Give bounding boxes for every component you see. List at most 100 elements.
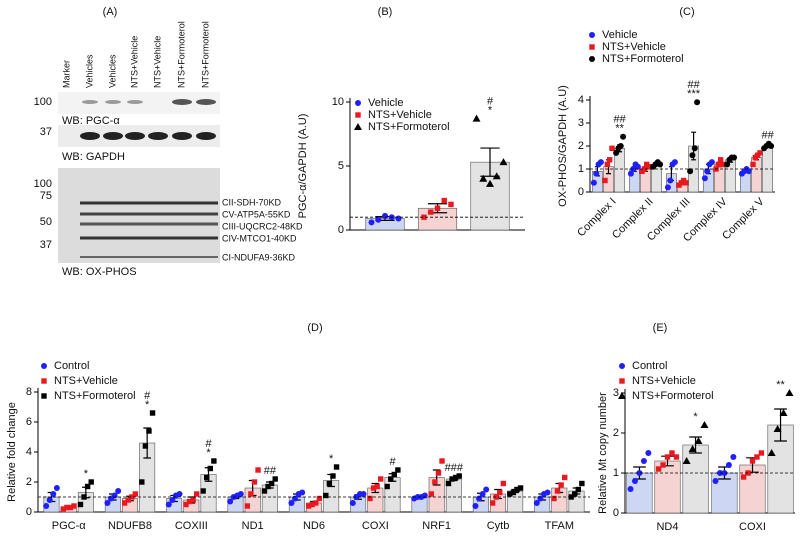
y-tick-label: 2 — [613, 427, 619, 439]
data-point — [313, 500, 319, 506]
lane-label: Vehicles — [84, 54, 94, 88]
data-point — [439, 458, 445, 464]
data-point — [244, 503, 250, 509]
panel-title: (C) — [679, 6, 694, 18]
data-point — [694, 437, 703, 444]
y-tick-label: 4 — [578, 94, 584, 106]
data-point — [683, 180, 689, 186]
y-tick-label: 8 — [26, 386, 32, 398]
data-point — [378, 476, 384, 482]
legend-label: NTS+Vehicle — [632, 375, 696, 387]
y-tick-label: 3 — [613, 387, 619, 399]
data-point — [46, 497, 53, 503]
data-point — [602, 177, 608, 184]
data-point — [142, 443, 149, 449]
legend-label: NTS+Formoterol — [602, 53, 684, 65]
data-point — [190, 497, 196, 503]
data-point — [248, 491, 254, 497]
data-point — [261, 488, 268, 494]
data-point — [479, 491, 486, 497]
data-point — [360, 491, 367, 497]
data-point — [754, 454, 760, 460]
data-point — [785, 389, 794, 396]
data-point — [200, 488, 206, 494]
data-point — [479, 174, 488, 182]
data-point — [104, 500, 111, 506]
data-point — [486, 179, 494, 187]
data-point — [323, 492, 329, 499]
data-point — [725, 462, 732, 468]
legend-marker — [589, 32, 595, 38]
blot-label: WB: OX-PHOS — [62, 266, 137, 278]
data-point — [544, 489, 551, 496]
marker-label: 50 — [40, 216, 52, 228]
y-tick-label: 0 — [578, 186, 584, 198]
data-point — [720, 161, 726, 168]
data-point — [60, 506, 66, 512]
data-point — [492, 172, 501, 180]
significance-label: ## — [264, 465, 277, 477]
data-point — [701, 175, 708, 182]
data-point — [655, 466, 662, 472]
data-point — [572, 491, 578, 497]
bar — [626, 472, 653, 514]
significance-label: ** — [615, 123, 624, 135]
data-point — [43, 503, 50, 509]
x-tick-label: TFAM — [545, 520, 574, 532]
marker-label: 37 — [40, 239, 52, 251]
data-point — [617, 143, 624, 149]
panel-title: (D) — [307, 322, 322, 334]
data-point — [421, 214, 427, 220]
data-point — [724, 161, 731, 168]
panel-title: (A) — [103, 6, 118, 18]
data-point — [660, 462, 666, 468]
data-point — [517, 485, 524, 491]
data-point — [499, 158, 508, 166]
data-point — [687, 168, 694, 175]
data-point — [664, 184, 671, 191]
data-point — [421, 492, 428, 499]
band-label: CIV-MTCO1-40KD — [222, 233, 297, 243]
data-point — [691, 145, 698, 152]
legend-marker — [354, 123, 362, 130]
y-tick-label: 2 — [26, 476, 32, 488]
data-point — [84, 483, 91, 490]
data-point — [435, 470, 442, 476]
data-point — [620, 133, 627, 140]
data-point — [731, 154, 738, 161]
data-point — [395, 215, 402, 222]
lane-label: Marker — [61, 60, 71, 88]
data-point — [237, 491, 244, 497]
panel-a: (A) Marker Vehicles Vehicles NTS+Vehicle… — [34, 6, 303, 278]
data-point — [749, 458, 756, 464]
y-axis-title: PGC-α/GAPDH (A.U) — [297, 114, 309, 219]
x-tick-label: ND6 — [303, 520, 325, 532]
data-point — [67, 504, 74, 511]
lane-label: NTS+Formoterol — [176, 21, 186, 88]
data-point — [326, 480, 333, 487]
data-point — [689, 152, 696, 159]
data-point — [510, 489, 517, 496]
data-point — [671, 159, 678, 166]
data-point — [716, 470, 723, 476]
data-point — [704, 168, 711, 175]
data-point — [71, 503, 77, 509]
data-point — [568, 494, 574, 500]
data-point — [664, 454, 671, 460]
data-point — [441, 197, 447, 204]
data-point — [375, 216, 382, 223]
significance-label: ### — [445, 462, 464, 474]
lane-label: NTS+Formoterol — [200, 21, 210, 88]
data-point — [121, 500, 128, 506]
significance-label: ## — [687, 79, 700, 91]
data-point — [449, 476, 455, 482]
significance-label: * — [329, 453, 334, 465]
significance-label: * — [206, 447, 211, 459]
data-point — [88, 479, 94, 485]
marker-label: 37 — [40, 126, 52, 138]
legend-label: NTS+Formoterol — [54, 390, 136, 402]
y-axis-title: OX-PHOS/GAPDH (A.U) — [557, 85, 569, 207]
x-tick-label: ND1 — [242, 520, 264, 532]
data-point — [367, 495, 373, 502]
data-point — [125, 497, 131, 503]
